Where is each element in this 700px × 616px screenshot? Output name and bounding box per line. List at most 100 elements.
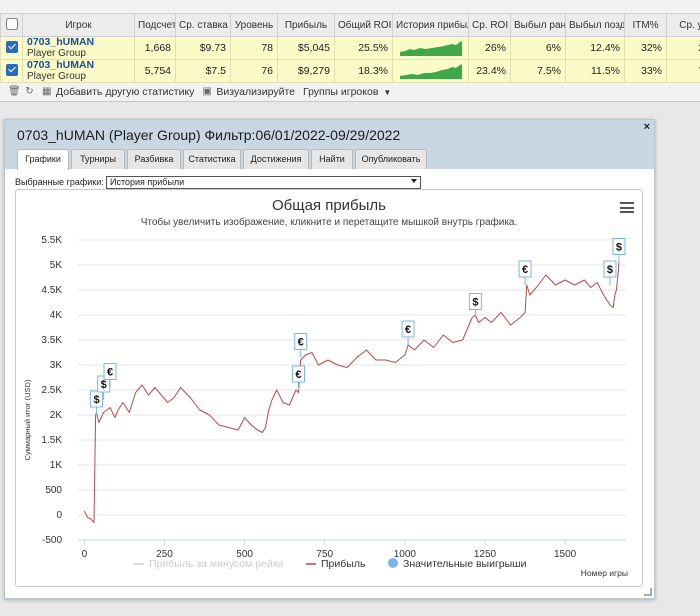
- player-groups-dropdown[interactable]: Группы игроков ▼: [302, 86, 392, 98]
- tab-achievements[interactable]: Достижения: [243, 149, 309, 169]
- column-header-avg-roi[interactable]: Ср. ROI: [468, 13, 511, 37]
- x-tick-label: 500: [236, 549, 253, 560]
- marker-flag: [103, 363, 117, 380]
- avg-stake-cell: $7.5: [175, 59, 231, 83]
- stats-table: Игрок Подсчет Ср. ставка Уровень Прибыль…: [0, 13, 700, 83]
- column-header-total-roi[interactable]: Общий ROI: [334, 13, 393, 37]
- count-cell: 1,668: [134, 36, 176, 60]
- column-header-profit[interactable]: Прибыль: [277, 13, 335, 37]
- y-tick-label: 4.5K: [41, 285, 62, 296]
- avg-field-cell: 225: [666, 36, 700, 60]
- table-header-row: Игрок Подсчет Ср. ставка Уровень Прибыль…: [0, 13, 700, 37]
- level-cell: 78: [230, 36, 278, 60]
- big-win-marker: €: [518, 260, 532, 285]
- close-icon[interactable]: ×: [643, 121, 650, 133]
- column-header-avg-field[interactable]: Ср. уч: [666, 13, 700, 37]
- chart-container[interactable]: Общая прибыль Чтобы увеличить изображени…: [15, 189, 643, 587]
- x-tick-label: 750: [316, 549, 333, 560]
- legend-symbol-wins: [388, 558, 398, 568]
- marker-flag: [612, 238, 626, 255]
- column-header-profit-history[interactable]: История прибыли: [392, 13, 469, 37]
- chart-window: 0703_hUMAN (Player Group) Фильтр:06/01/2…: [4, 119, 655, 599]
- column-header-count[interactable]: Подсчет: [134, 13, 176, 37]
- marker-label: €: [107, 367, 113, 379]
- tab-find[interactable]: Найти: [311, 149, 353, 169]
- early-cell: 6%: [510, 36, 566, 60]
- y-tick-label: 3.5K: [41, 335, 62, 346]
- avg-stake-cell: $9.73: [175, 36, 231, 60]
- x-tick-label: 1250: [474, 549, 497, 560]
- window-titlebar[interactable]: 0703_hUMAN (Player Group) Фильтр:06/01/2…: [5, 120, 654, 149]
- profit-sparkline-cell[interactable]: [392, 59, 469, 83]
- trash-icon[interactable]: 🗑: [8, 86, 21, 97]
- chart-selector[interactable]: История прибыли: [106, 176, 421, 189]
- big-win-marker: €: [291, 365, 305, 390]
- tab-breakdown[interactable]: Разбивка: [127, 149, 181, 169]
- row-checkbox[interactable]: [0, 36, 23, 60]
- big-win-marker: €: [294, 333, 308, 358]
- marker-flag: [401, 320, 415, 338]
- hamburger-menu-icon[interactable]: [620, 202, 634, 213]
- legend-item-raked: Прибыль за минусом рейка: [149, 558, 284, 570]
- caret-down-icon: ▼: [383, 87, 392, 97]
- column-header-level[interactable]: Уровень: [230, 13, 278, 37]
- y-tick-label: 2K: [50, 410, 63, 421]
- x-axis-label: Номер игры: [581, 568, 628, 578]
- marker-flag: [90, 390, 104, 408]
- y-tick-label: 4K: [50, 310, 63, 321]
- table-icon: ▦: [42, 86, 52, 97]
- column-header-avg-stake[interactable]: Ср. ставка: [175, 13, 231, 37]
- column-header-late[interactable]: Выбыл позд: [565, 13, 625, 37]
- marker-label: $: [101, 379, 107, 391]
- y-tick-label: 500: [45, 485, 62, 496]
- tab-charts[interactable]: Графики: [17, 149, 69, 170]
- player-group: Player Group: [27, 48, 86, 59]
- column-header-early[interactable]: Выбыл ран: [510, 13, 566, 37]
- marker-flag: [294, 333, 308, 350]
- column-header-itm[interactable]: ITM%: [624, 13, 667, 37]
- refresh-icon[interactable]: ↻: [25, 86, 34, 97]
- player-cell[interactable]: 0703_hUMAN Player Group: [22, 36, 135, 60]
- tab-tournaments[interactable]: Турниры: [71, 149, 125, 169]
- resize-handle[interactable]: [644, 588, 652, 596]
- table-row[interactable]: 0703_hUMAN Player Group 1,668 $9.73 78 $5…: [0, 36, 700, 60]
- big-win-marker: €: [401, 320, 415, 345]
- profit-chart[interactable]: Общая прибыль Чтобы увеличить изображени…: [16, 190, 642, 586]
- profit-sparkline[interactable]: [399, 40, 462, 56]
- legend-item-profit: Прибыль: [321, 558, 366, 570]
- profit-sparkline-cell[interactable]: [392, 36, 469, 60]
- y-tick-label: 1K: [50, 460, 63, 471]
- visualize-button[interactable]: ▣ Визуализируйте: [202, 86, 295, 98]
- avg-roi-cell: 26%: [468, 36, 511, 60]
- count-cell: 5,754: [134, 59, 176, 83]
- window-title: 0703_hUMAN (Player Group) Фильтр:06/01/2…: [17, 127, 401, 143]
- big-win-marker: $: [612, 238, 626, 263]
- total-roi-cell: 18.3%: [334, 59, 393, 83]
- table-row[interactable]: 0703_hUMAN Player Group 5,754 $7.5 76 $9,…: [0, 59, 700, 83]
- column-header-player[interactable]: Игрок: [22, 13, 135, 37]
- late-cell: 11.5%: [565, 59, 625, 83]
- player-name-link[interactable]: 0703_hUMAN: [27, 59, 95, 71]
- marker-label: $: [94, 394, 100, 406]
- tab-statistics[interactable]: Статистика: [183, 149, 241, 169]
- select-all-checkbox[interactable]: [0, 13, 23, 37]
- tab-publish[interactable]: Опубликовать: [355, 149, 427, 169]
- x-tick-label: 0: [82, 549, 88, 560]
- row-checkbox[interactable]: [0, 59, 23, 83]
- x-tick-label: 250: [156, 549, 173, 560]
- y-tick-label: -500: [42, 535, 62, 546]
- y-axis-label: Суммарный итог (USD): [23, 379, 32, 460]
- player-cell[interactable]: 0703_hUMAN Player Group: [22, 59, 135, 83]
- itm-cell: 32%: [624, 36, 667, 60]
- y-tick-label: 1.5K: [41, 435, 62, 446]
- profit-sparkline[interactable]: [399, 63, 462, 79]
- add-stats-button[interactable]: ▦ Добавить другую статистику: [42, 86, 195, 98]
- player-name-link[interactable]: 0703_hUMAN: [27, 36, 95, 48]
- chart-selector-label: Выбранные графики:: [15, 177, 104, 187]
- big-win-marker: $: [603, 260, 617, 285]
- image-icon: ▣: [202, 86, 212, 97]
- big-win-marker: $: [90, 390, 104, 415]
- marker-flag: [291, 365, 305, 383]
- late-cell: 12.4%: [565, 36, 625, 60]
- marker-label: $: [616, 242, 622, 254]
